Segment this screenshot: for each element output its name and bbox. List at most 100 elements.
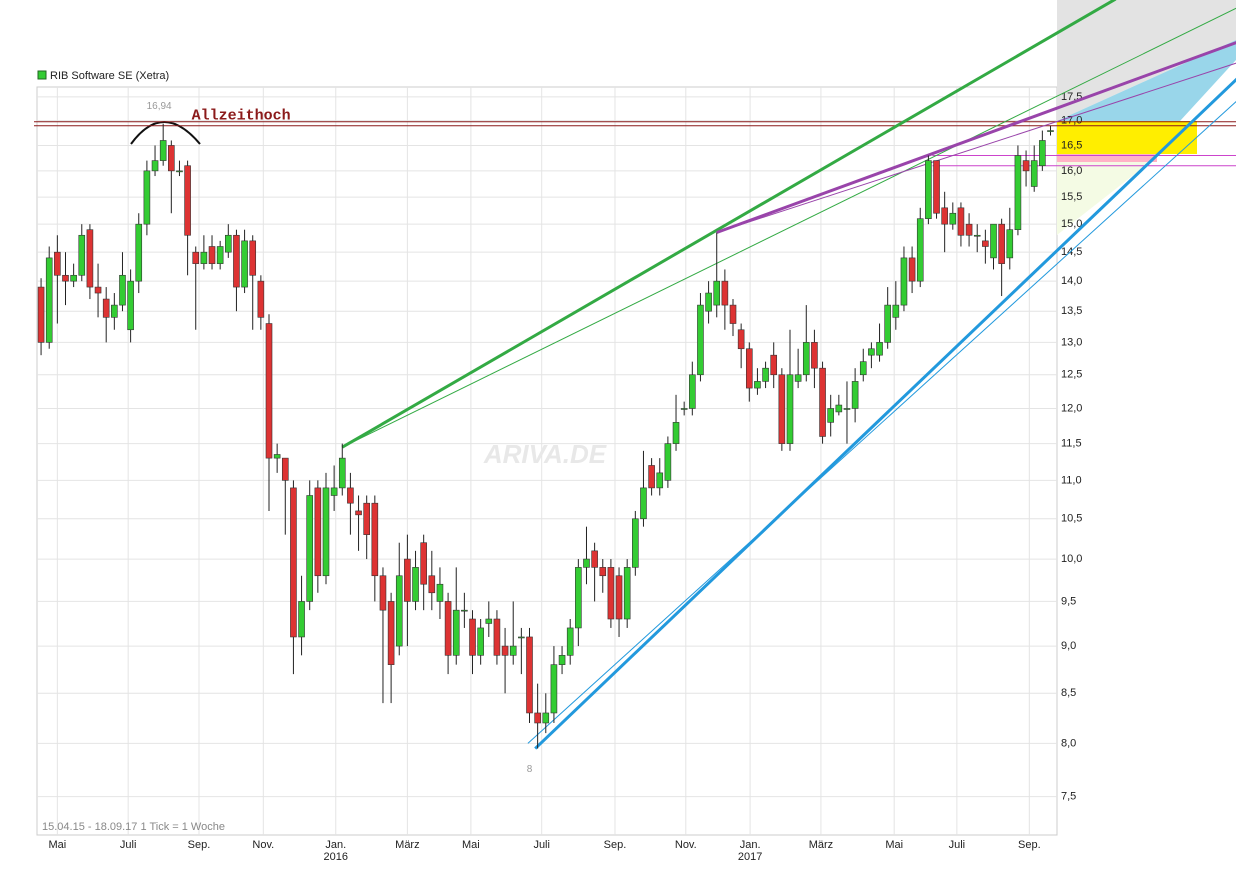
candle-body: [1014, 155, 1022, 230]
candle-body: [485, 618, 493, 624]
x-tick-label: Nov.: [675, 839, 697, 851]
candle-body: [697, 304, 704, 376]
candle-body: [168, 145, 175, 172]
candle-body: [998, 223, 1005, 264]
annotation: 8: [527, 764, 533, 775]
candle-body: [916, 218, 924, 282]
candle-body: [802, 342, 810, 376]
candle-body: [1006, 229, 1014, 259]
candle-body: [518, 636, 525, 639]
candle-body: [233, 234, 240, 288]
y-tick-label: 9,5: [1061, 595, 1076, 607]
trendline: [527, 101, 1236, 744]
candle-body: [102, 298, 110, 318]
y-tick-label: 8,0: [1061, 737, 1076, 749]
candle-body: [1030, 160, 1038, 187]
y-tick-label: 7,5: [1061, 791, 1076, 803]
candle-body: [355, 510, 362, 516]
x-tick-label: Mai: [462, 839, 480, 851]
candle-body: [835, 404, 843, 413]
candle-body: [534, 712, 541, 724]
y-tick-label: 9,0: [1061, 640, 1076, 652]
candle-body: [550, 664, 558, 714]
trendline: [341, 0, 1117, 449]
candle-body: [933, 160, 940, 214]
x-tick-label: Mai: [885, 839, 903, 851]
candle-body: [208, 246, 216, 264]
x-tick-label: Sep.: [604, 839, 627, 851]
candle-body: [444, 601, 452, 656]
candle-body: [648, 465, 655, 489]
y-tick-label: 14,0: [1061, 275, 1082, 287]
x-tick-label: Jan.: [740, 839, 761, 851]
candle-body: [127, 280, 134, 331]
candle-body: [908, 257, 916, 282]
x-tick-label: Sep.: [188, 839, 211, 851]
candle-body: [607, 567, 615, 620]
legend-label: RIB Software SE (Xetra): [50, 70, 169, 82]
candle-body: [501, 645, 509, 656]
candle-body: [941, 207, 948, 225]
candle-body: [257, 280, 265, 318]
candle-body: [811, 342, 818, 369]
candle-body: [632, 518, 639, 568]
candle-body: [159, 140, 167, 161]
candle-body: [241, 240, 248, 288]
candle-body: [78, 234, 86, 276]
candle-body: [54, 251, 61, 276]
candle-body: [306, 495, 314, 602]
candle-body: [664, 443, 672, 481]
candle-body: [558, 655, 566, 665]
candle-body: [111, 304, 118, 318]
candle-body: [526, 636, 533, 714]
candle-body: [656, 472, 664, 489]
candle-body: [859, 361, 867, 376]
x-tick-label: Juli: [120, 839, 137, 851]
candle-body: [477, 627, 484, 656]
candle-body: [428, 575, 436, 594]
candle-body: [452, 609, 460, 656]
candle-body: [745, 348, 753, 389]
candle-body: [925, 160, 932, 219]
candle-body: [965, 223, 973, 236]
candle-body: [900, 257, 908, 306]
candle-body: [713, 280, 721, 306]
x-tick-label: März: [395, 839, 419, 851]
candle-body: [347, 487, 354, 504]
y-tick-label: 10,5: [1061, 513, 1082, 525]
candle-body: [387, 601, 395, 665]
candle-body: [265, 323, 273, 459]
y-tick-label: 16,0: [1061, 165, 1082, 177]
candle-body: [762, 367, 769, 382]
candle-body: [623, 567, 631, 620]
candle-body: [575, 567, 582, 629]
y-tick-label: 12,5: [1061, 369, 1082, 381]
y-tick-label: 10,0: [1061, 553, 1082, 565]
candle-body: [778, 374, 786, 444]
candle-body: [314, 487, 322, 577]
zone-pink: [1057, 154, 1157, 162]
y-tick-label: 13,5: [1061, 305, 1082, 317]
y-tick-label: 17,0: [1061, 115, 1082, 127]
x-tick-label: Juli: [949, 839, 966, 851]
candle-body: [404, 558, 411, 602]
candle-body: [591, 550, 598, 568]
candle-body: [851, 381, 859, 409]
candle-body: [249, 240, 257, 276]
candle-body: [680, 408, 688, 410]
candle-body: [330, 487, 338, 496]
x-tick-label: Mai: [48, 839, 66, 851]
candle-body: [1039, 140, 1046, 167]
candle-body: [338, 457, 346, 489]
candle-body: [827, 408, 834, 423]
y-tick-label: 15,0: [1061, 218, 1082, 230]
candle-body: [794, 374, 802, 382]
candle-body: [469, 618, 476, 656]
candle-body: [705, 292, 712, 312]
candle-body: [273, 454, 281, 459]
candle-body: [412, 567, 419, 602]
candle-body: [94, 286, 102, 294]
y-tick-label: 13,0: [1061, 336, 1082, 348]
x-tick-label: Juli: [533, 839, 550, 851]
